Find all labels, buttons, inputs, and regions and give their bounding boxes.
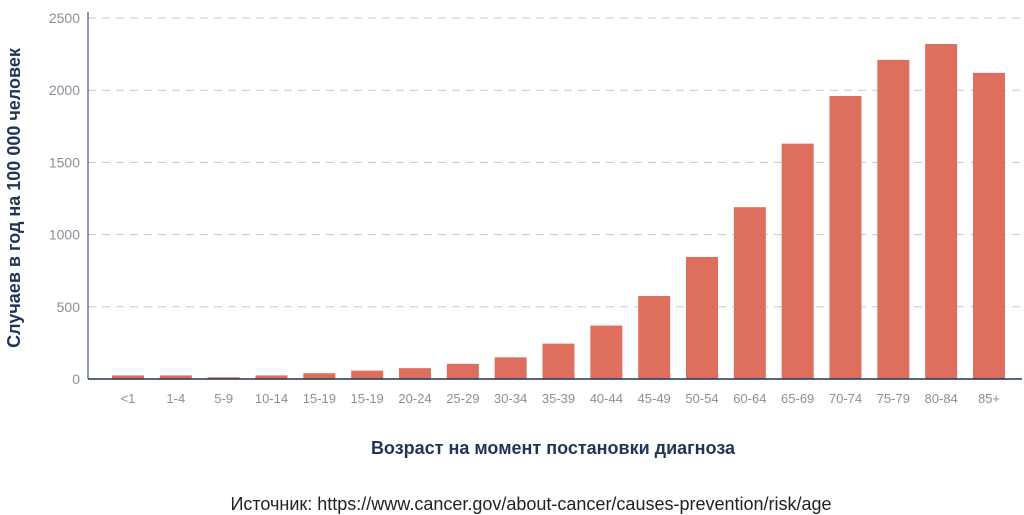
x-tick-label: 80-84 xyxy=(925,391,958,406)
y-axis-title: Случаев в год на 100 000 человек xyxy=(4,47,24,348)
bar xyxy=(877,59,910,379)
bar xyxy=(590,325,623,379)
x-tick-label: 75-79 xyxy=(877,391,910,406)
x-tick-label: 60-64 xyxy=(733,391,766,406)
x-tick-label: 65-69 xyxy=(781,391,814,406)
bar xyxy=(446,363,479,379)
bar xyxy=(686,256,718,379)
bars xyxy=(112,43,1005,380)
x-tick-label: 5-9 xyxy=(214,391,233,406)
bar xyxy=(638,295,671,379)
x-tick-label: 1-4 xyxy=(166,391,185,406)
bar xyxy=(781,143,814,379)
x-tick-label: 30-34 xyxy=(494,391,527,406)
y-tick-label: 500 xyxy=(57,299,81,315)
x-tick-label: <1 xyxy=(121,391,136,406)
gridlines xyxy=(88,17,1022,308)
x-tick-label: 70-74 xyxy=(829,391,862,406)
bar xyxy=(112,375,144,379)
bar xyxy=(973,72,1005,380)
bar xyxy=(159,375,192,379)
bar xyxy=(542,343,575,379)
x-tick-label: 45-49 xyxy=(638,391,671,406)
bar xyxy=(207,377,240,379)
y-tick-label: 1000 xyxy=(49,227,80,243)
source-note: Источник: https://www.cancer.gov/about-c… xyxy=(230,494,831,514)
bar xyxy=(733,207,766,379)
x-tick-label: 15-19 xyxy=(351,391,384,406)
y-tick-label: 2000 xyxy=(49,82,80,98)
bar xyxy=(351,370,384,379)
bar xyxy=(303,373,336,379)
x-tick-label: 85+ xyxy=(978,391,1000,406)
x-tick-label: 35-39 xyxy=(542,391,575,406)
x-tick-label: 40-44 xyxy=(590,391,623,406)
x-tick-label: 50-54 xyxy=(685,391,718,406)
x-tick-label: 20-24 xyxy=(398,391,431,406)
y-tick-label: 2500 xyxy=(49,10,80,26)
y-tick-label: 1500 xyxy=(49,154,80,170)
x-tick-label: 15-19 xyxy=(303,391,336,406)
bar xyxy=(829,95,862,379)
bar xyxy=(925,43,958,380)
x-axis-title: Возраст на момент постановки диагноза xyxy=(371,438,736,458)
x-axis-ticks: <1 1-4 5-9 10-14 15-19 15-19 20-24 25-29 30-34 35… xyxy=(121,391,1000,406)
bar xyxy=(399,368,431,379)
x-tick-label: 25-29 xyxy=(446,391,479,406)
y-tick-label: 0 xyxy=(72,371,80,387)
y-axis-ticks: 0 500 1000 1500 2000 2500 xyxy=(49,10,80,387)
bar xyxy=(494,357,527,379)
bar xyxy=(255,375,288,379)
x-tick-label: 10-14 xyxy=(255,391,288,406)
